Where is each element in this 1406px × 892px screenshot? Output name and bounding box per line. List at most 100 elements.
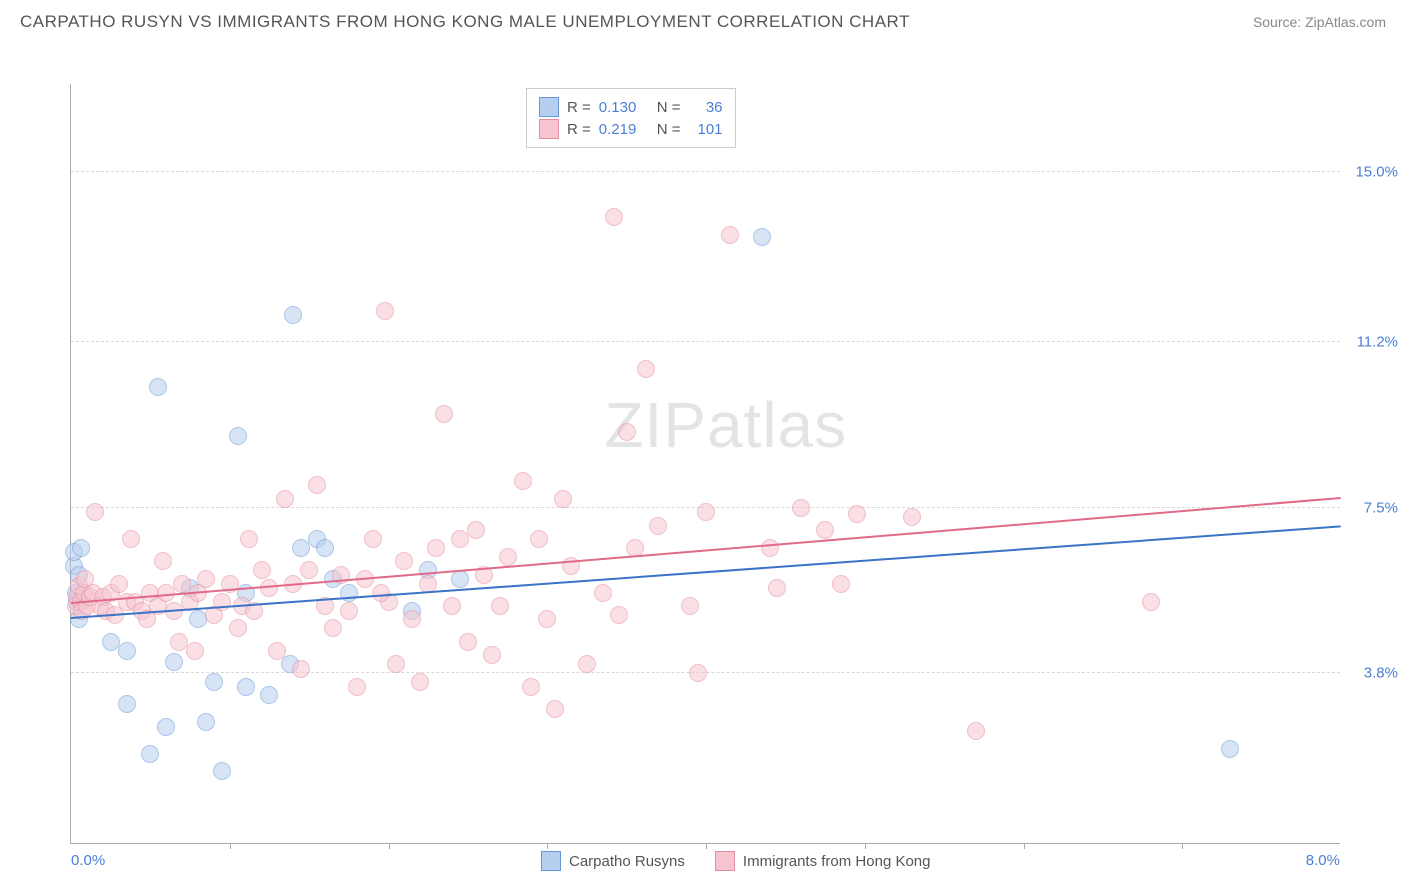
correlation-legend: R = 0.130 N = 36 R = 0.219 N = 101	[526, 88, 736, 148]
scatter-point	[213, 762, 231, 780]
scatter-point	[376, 302, 394, 320]
scatter-point	[348, 678, 366, 696]
legend-r-label: R =	[567, 99, 591, 116]
series-legend: Carpatho Rusyns Immigrants from Hong Kong	[541, 851, 930, 871]
legend-item: Immigrants from Hong Kong	[715, 851, 931, 871]
scatter-point	[141, 745, 159, 763]
gridline	[71, 341, 1340, 342]
scatter-point	[681, 597, 699, 615]
scatter-point	[816, 521, 834, 539]
scatter-point	[110, 575, 128, 593]
scatter-point	[260, 579, 278, 597]
scatter-point	[340, 602, 358, 620]
source-attribution: Source: ZipAtlas.com	[1253, 14, 1386, 30]
scatter-point	[514, 472, 532, 490]
scatter-point	[522, 678, 540, 696]
scatter-point	[467, 521, 485, 539]
scatter-point	[697, 503, 715, 521]
x-tick-mark	[1024, 843, 1025, 849]
scatter-point	[637, 360, 655, 378]
scatter-point	[372, 584, 390, 602]
legend-r-value: 0.219	[599, 121, 649, 138]
legend-series-name: Carpatho Rusyns	[569, 853, 685, 870]
scatter-point	[154, 552, 172, 570]
scatter-point	[435, 405, 453, 423]
legend-r-value: 0.130	[599, 99, 649, 116]
scatter-point	[197, 570, 215, 588]
scatter-point	[459, 633, 477, 651]
scatter-point	[721, 226, 739, 244]
scatter-point	[229, 619, 247, 637]
scatter-point	[197, 713, 215, 731]
scatter-point	[403, 610, 421, 628]
scatter-point	[618, 423, 636, 441]
scatter-point	[546, 700, 564, 718]
scatter-point	[240, 530, 258, 548]
scatter-point	[324, 619, 342, 637]
scatter-point	[229, 427, 247, 445]
y-tick-label: 11.2%	[1357, 334, 1398, 351]
x-tick-mark	[389, 843, 390, 849]
scatter-point	[387, 655, 405, 673]
watermark-atlas: atlas	[707, 389, 847, 461]
y-tick-label: 3.8%	[1364, 665, 1398, 682]
legend-swatch	[715, 851, 735, 871]
scatter-point	[832, 575, 850, 593]
scatter-point	[689, 664, 707, 682]
scatter-point	[499, 548, 517, 566]
scatter-point	[594, 584, 612, 602]
x-tick-mark	[230, 843, 231, 849]
scatter-point	[1142, 593, 1160, 611]
scatter-point	[186, 642, 204, 660]
scatter-point	[118, 642, 136, 660]
legend-series-name: Immigrants from Hong Kong	[743, 853, 931, 870]
scatter-point	[554, 490, 572, 508]
legend-swatch	[539, 97, 559, 117]
scatter-point	[316, 539, 334, 557]
scatter-point	[427, 539, 445, 557]
scatter-point	[538, 610, 556, 628]
scatter-point	[903, 508, 921, 526]
gridline	[71, 171, 1340, 172]
scatter-point	[276, 490, 294, 508]
scatter-point	[483, 646, 501, 664]
scatter-point	[411, 673, 429, 691]
x-tick-mark	[547, 843, 548, 849]
watermark: ZIPatlas	[604, 388, 847, 462]
x-tick-mark	[865, 843, 866, 849]
scatter-point	[451, 570, 469, 588]
scatter-point	[967, 722, 985, 740]
scatter-point	[610, 606, 628, 624]
legend-r-label: R =	[567, 121, 591, 138]
scatter-point	[761, 539, 779, 557]
scatter-point	[578, 655, 596, 673]
chart-header: CARPATHO RUSYN VS IMMIGRANTS FROM HONG K…	[0, 0, 1406, 40]
legend-n-value: 101	[689, 121, 723, 138]
scatter-point	[165, 653, 183, 671]
scatter-point	[86, 503, 104, 521]
scatter-point	[491, 597, 509, 615]
scatter-point	[157, 718, 175, 736]
chart-title: CARPATHO RUSYN VS IMMIGRANTS FROM HONG K…	[20, 12, 910, 32]
x-tick-label: 8.0%	[1306, 852, 1340, 869]
x-tick-label: 0.0%	[71, 852, 105, 869]
legend-n-label: N =	[657, 121, 681, 138]
scatter-point	[268, 642, 286, 660]
legend-row: R = 0.219 N = 101	[539, 119, 723, 139]
legend-n-value: 36	[689, 99, 723, 116]
scatter-point	[308, 476, 326, 494]
scatter-point	[205, 673, 223, 691]
x-tick-mark	[706, 843, 707, 849]
scatter-point	[118, 695, 136, 713]
scatter-point	[364, 530, 382, 548]
scatter-point	[260, 686, 278, 704]
scatter-point	[753, 228, 771, 246]
scatter-point	[848, 505, 866, 523]
legend-n-label: N =	[657, 99, 681, 116]
legend-swatch	[541, 851, 561, 871]
legend-row: R = 0.130 N = 36	[539, 97, 723, 117]
y-tick-label: 15.0%	[1355, 164, 1398, 181]
plot-area: ZIPatlas 3.8%7.5%11.2%15.0%0.0%8.0%R =0.…	[70, 84, 1340, 844]
legend-item: Carpatho Rusyns	[541, 851, 685, 871]
scatter-point	[792, 499, 810, 517]
